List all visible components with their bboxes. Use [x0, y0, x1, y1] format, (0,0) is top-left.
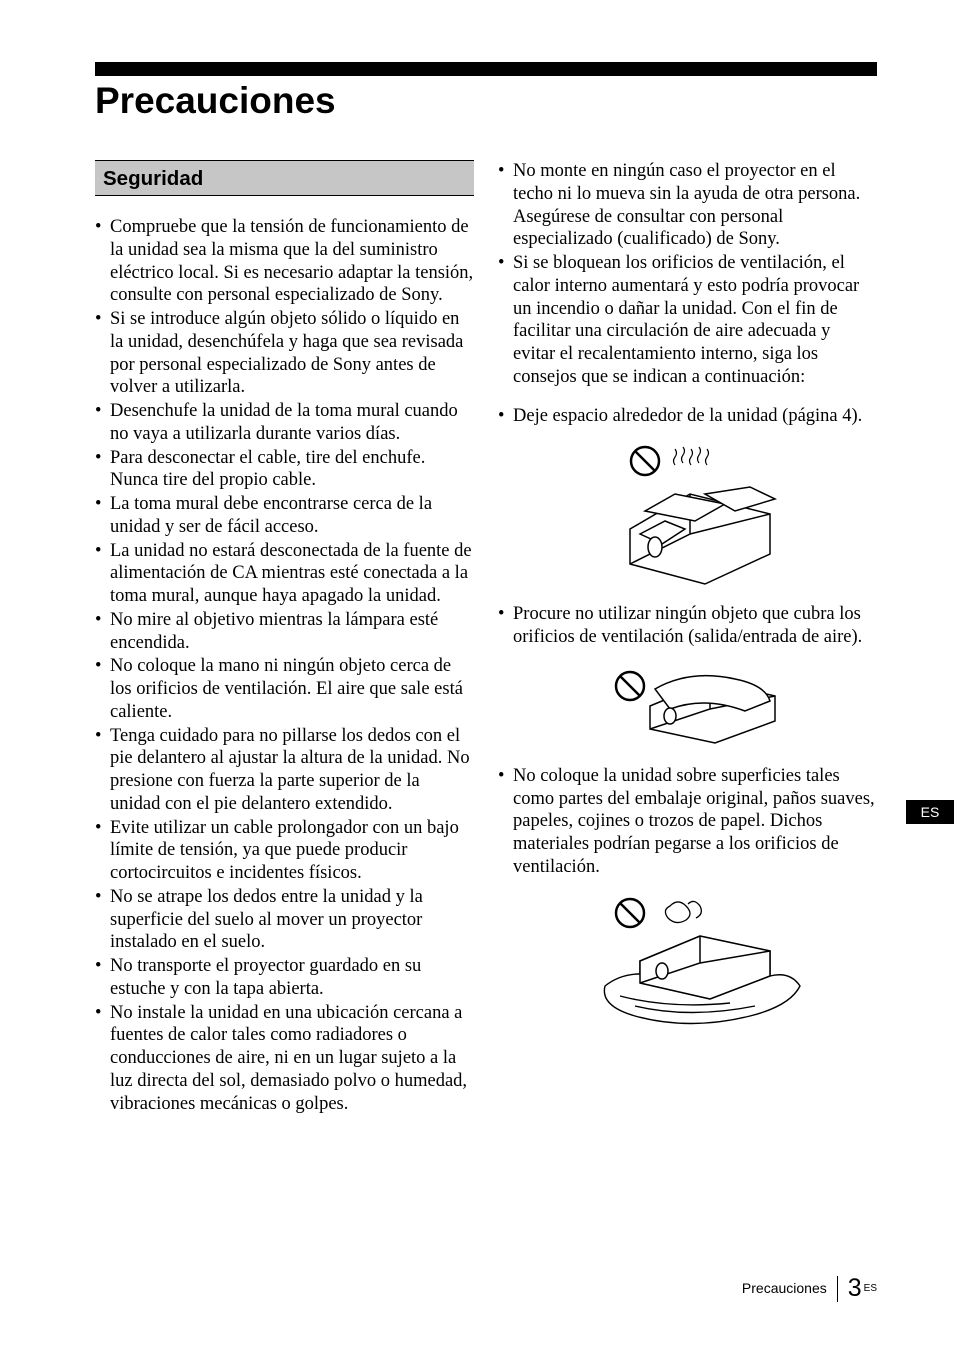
list-item-text: Deje espacio alrededor de la unidad (pág…: [513, 406, 862, 426]
footer-divider: [837, 1276, 838, 1302]
list-item: Desenchufe la unidad de la toma mural cu…: [95, 400, 474, 446]
list-item: No coloque la unidad sobre superficies t…: [498, 765, 877, 1031]
list-item: Para desconectar el cable, tire del ench…: [95, 447, 474, 493]
list-item: No monte en ningún caso el proyector en …: [498, 160, 877, 251]
list-item: No transporte el proyector guardado en s…: [95, 955, 474, 1001]
title-bar: [95, 62, 877, 76]
language-tab: ES: [906, 800, 954, 824]
page-suffix: ES: [864, 1283, 877, 1294]
right-sub-bullet-list: Deje espacio alrededor de la unidad (pág…: [498, 405, 877, 1031]
list-item: Si se bloquean los orificios de ventilac…: [498, 252, 877, 389]
list-item: Compruebe que la tensión de funcionamien…: [95, 216, 474, 307]
right-column: No monte en ningún caso el proyector en …: [498, 160, 877, 1116]
footer: Precauciones 3ES: [742, 1273, 877, 1304]
prohibit-clutter-illustration-icon: [590, 439, 800, 589]
page-number: 3: [848, 1274, 862, 1302]
page-number-wrap: 3ES: [848, 1273, 877, 1304]
list-item-text: No coloque la unidad sobre superficies t…: [513, 766, 875, 877]
page-title: Precauciones: [95, 78, 336, 124]
list-item-text: Procure no utilizar ningún objeto que cu…: [513, 604, 862, 647]
list-item: No coloque la mano ni ningún objeto cerc…: [95, 655, 474, 723]
prohibit-soft-surface-illustration-icon: [580, 891, 810, 1031]
list-item: Tenga cuidado para no pillarse los dedos…: [95, 725, 474, 816]
left-bullet-list: Compruebe que la tensión de funcionamien…: [95, 216, 474, 1115]
list-item: Deje espacio alrededor de la unidad (pág…: [498, 405, 877, 590]
footer-section-label: Precauciones: [742, 1280, 827, 1297]
list-item: La unidad no estará desconectada de la f…: [95, 540, 474, 608]
list-item: No mire al objetivo mientras la lámpara …: [95, 609, 474, 655]
prohibit-cover-illustration-icon: [595, 661, 795, 751]
content-columns: Seguridad Compruebe que la tensión de fu…: [95, 160, 877, 1116]
list-item: La toma mural debe encontrarse cerca de …: [95, 493, 474, 539]
list-item: Procure no utilizar ningún objeto que cu…: [498, 603, 877, 751]
list-item: Si se introduce algún objeto sólido o lí…: [95, 308, 474, 399]
list-item: No se atrape los dedos entre la unidad y…: [95, 886, 474, 954]
left-column: Seguridad Compruebe que la tensión de fu…: [95, 160, 474, 1116]
section-heading-seguridad: Seguridad: [95, 160, 474, 196]
list-item: No instale la unidad en una ubicación ce…: [95, 1002, 474, 1116]
right-top-bullet-list: No monte en ningún caso el proyector en …: [498, 160, 877, 389]
list-item: Evite utilizar un cable prolongador con …: [95, 817, 474, 885]
